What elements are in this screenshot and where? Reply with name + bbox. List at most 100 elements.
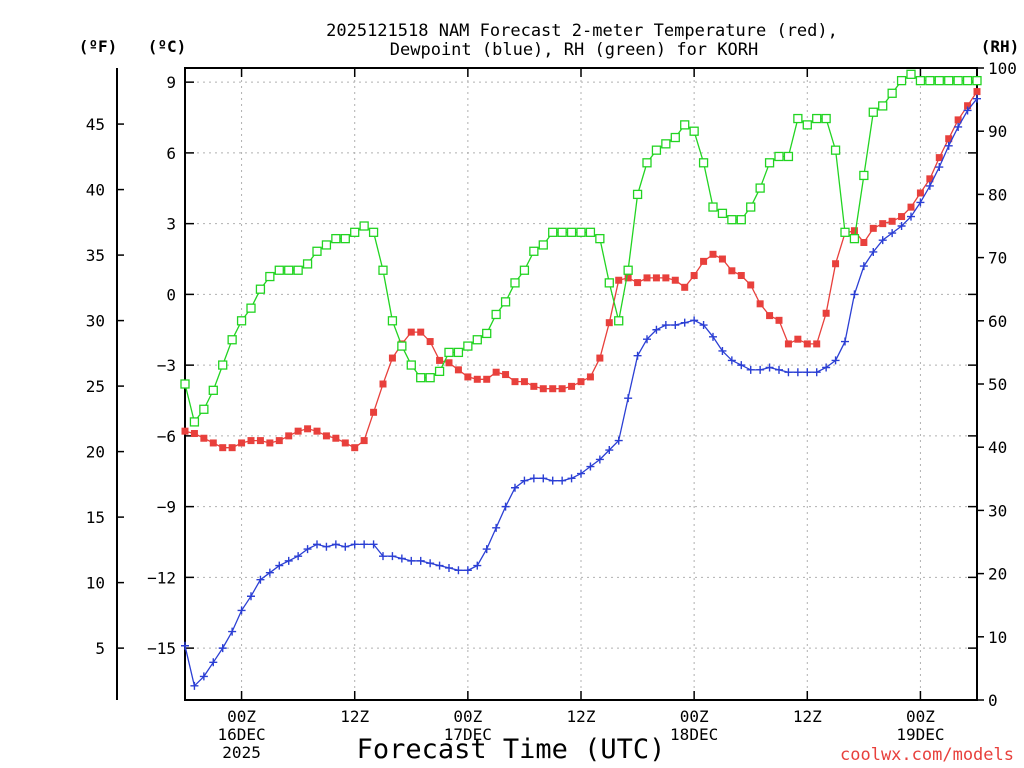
- dewpoint-point-49: [643, 335, 651, 344]
- rh-point-45: [604, 278, 614, 288]
- temperature-point-11: [285, 432, 293, 440]
- tick-label-x-6-1: 00Z: [906, 707, 935, 726]
- rh-point-34: [500, 297, 511, 307]
- dewpoint-point-26: [426, 559, 435, 568]
- tick-label-rh-6: 60: [988, 312, 1007, 331]
- rh-point-40: [557, 227, 567, 237]
- dewpoint-point-6: [237, 606, 246, 615]
- dewpoint-point-1: [190, 681, 199, 690]
- tick-label-rh-10: 100: [988, 59, 1017, 78]
- rh-point-2: [199, 404, 209, 414]
- temperature-point-40: [558, 385, 566, 393]
- dewpoint-point-40: [558, 476, 567, 485]
- dewpoint-point-16: [331, 540, 340, 549]
- rh-point-81: [944, 75, 954, 86]
- dewpoint-point-41: [567, 474, 576, 483]
- temperature-point-14: [313, 427, 321, 435]
- temperature-point-75: [888, 217, 896, 225]
- temperature-point-0: [181, 427, 189, 435]
- temperature-point-82: [954, 116, 962, 124]
- rh-point-70: [840, 227, 850, 237]
- rh-point-33: [491, 309, 501, 320]
- rh-axis: 0 10 20 30 40 50 60 70 80 90 100: [977, 59, 1017, 710]
- rh-point-24: [406, 360, 416, 370]
- dewpoint-point-13: [303, 545, 312, 554]
- temperature-point-26: [426, 338, 434, 346]
- temperature-point-48: [634, 279, 642, 287]
- temperature-point-66: [803, 340, 811, 348]
- rh-point-52: [670, 132, 680, 143]
- rh-point-60: [746, 202, 756, 212]
- temperature-point-4: [219, 444, 227, 452]
- dewpoint-point-45: [605, 446, 614, 455]
- rh-point-82: [953, 75, 963, 86]
- rh-point-30: [463, 341, 473, 351]
- temperature-point-84: [973, 88, 981, 96]
- dewpoint-point-82: [954, 122, 963, 131]
- temperature-point-63: [775, 316, 783, 324]
- tick-label-f-6: 35: [86, 246, 105, 265]
- temperature-point-54: [690, 272, 698, 280]
- dewpoint-point-8: [256, 575, 265, 584]
- dewpoint-point-48: [633, 351, 642, 360]
- rh-point-63: [774, 151, 784, 162]
- tick-label-rh-0: 0: [988, 691, 998, 710]
- dewpoint-point-36: [520, 476, 529, 485]
- tick-label-c-7: 6: [166, 144, 176, 163]
- rh-point-20: [368, 227, 379, 237]
- rh-point-12: [293, 265, 303, 275]
- rh-point-53: [680, 120, 690, 130]
- dewpoint-point-10: [275, 561, 284, 570]
- rh-point-42: [576, 227, 586, 237]
- dewpoint-point-28: [445, 563, 453, 572]
- temperature-point-39: [549, 385, 557, 393]
- tick-label-f-2: 15: [86, 508, 105, 527]
- temperature-point-33: [492, 368, 500, 376]
- dewpoint-point-59: [737, 361, 746, 370]
- dewpoint-point-23: [397, 554, 406, 563]
- dewpoint-point-20: [369, 540, 378, 549]
- tick-label-x-2-2: 17DEC: [444, 725, 492, 744]
- temperature-point-41: [568, 382, 576, 390]
- rh-point-6: [236, 316, 247, 326]
- dewpoint-point-0: [181, 641, 189, 650]
- rh-point-11: [284, 265, 294, 275]
- dewpoint-point-79: [925, 181, 934, 190]
- tick-label-f-5: 30: [86, 312, 105, 331]
- dewpoint-point-64: [784, 368, 793, 377]
- rh-point-55: [698, 158, 709, 168]
- temperature-point-55: [700, 257, 708, 265]
- dewpoint-point-37: [529, 474, 538, 483]
- dewpoint-point-65: [793, 368, 802, 377]
- rh-point-10: [274, 265, 284, 275]
- unit-label-f: (ºF): [79, 37, 118, 56]
- temperature-point-73: [869, 224, 877, 232]
- dewpoint-point-66: [803, 368, 812, 377]
- dewpoint-point-81: [944, 141, 953, 150]
- rh-point-1: [189, 417, 200, 427]
- dewpoint-point-42: [577, 469, 585, 478]
- rh-point-32: [482, 328, 492, 339]
- fahrenheit-axis: 5 10 15 20 25 30 35 40 45: [86, 115, 124, 658]
- temperature-point-76: [898, 213, 906, 221]
- dewpoint-point-46: [614, 436, 623, 445]
- dewpoint-point-50: [652, 325, 661, 334]
- rh-point-72: [859, 170, 869, 181]
- rh-point-64: [783, 151, 794, 162]
- tick-label-x-3-1: 12Z: [567, 707, 596, 726]
- temperature-point-8: [256, 437, 264, 445]
- tick-label-x-5-1: 12Z: [793, 707, 822, 726]
- dewpoint-point-54: [690, 316, 699, 325]
- tick-label-f-1: 10: [86, 574, 105, 593]
- dewpoint-point-19: [360, 540, 369, 549]
- tick-label-rh-3: 30: [988, 501, 1007, 520]
- temperature-point-57: [718, 255, 726, 263]
- rh-point-3: [208, 385, 218, 395]
- rh-point-0: [180, 379, 190, 389]
- temperature-point-35: [511, 378, 519, 386]
- temperature-point-77: [907, 203, 915, 211]
- temperature-point-79: [926, 175, 934, 183]
- rh-point-71: [849, 233, 860, 244]
- dewpoint-point-77: [907, 212, 915, 221]
